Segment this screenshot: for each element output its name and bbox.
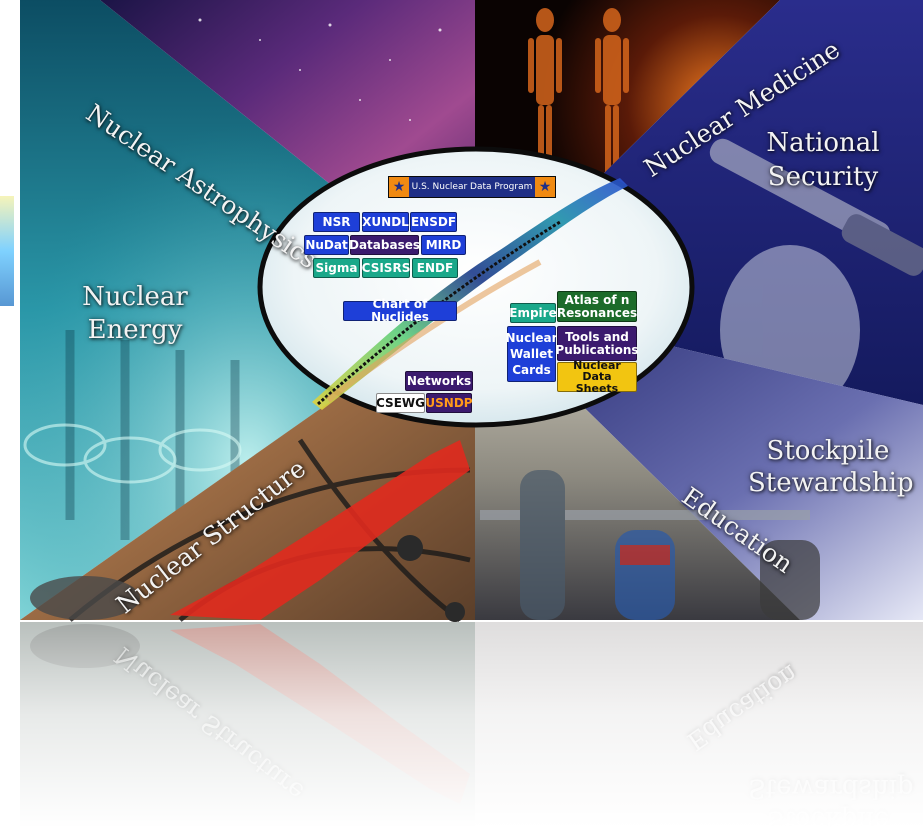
- chip-tools-and-publications[interactable]: Tools and Publications: [555, 326, 639, 361]
- star-icon: ★: [389, 177, 409, 197]
- chip-empire[interactable]: Empire: [509, 303, 557, 323]
- chip-networks[interactable]: Networks: [405, 371, 473, 391]
- chip-nuclear-wallet-cards[interactable]: Nuclear Wallet Cards: [506, 326, 557, 382]
- chip-atlas-of-n-resonances[interactable]: Atlas of n Resonances: [557, 291, 637, 322]
- chip-csisrs[interactable]: CSISRS: [362, 258, 410, 278]
- left-edge-fragment: [0, 196, 14, 306]
- chip-xundl[interactable]: XUNDL: [362, 212, 409, 232]
- sector-label-stockpile-stewardship: Stockpile Stewardship: [748, 436, 914, 498]
- chip-nsr[interactable]: NSR: [313, 212, 360, 232]
- reflection-fade: [0, 622, 923, 828]
- chip-mird[interactable]: MIRD: [421, 235, 466, 255]
- usndp-banner: ★ U.S. Nuclear Data Program ★: [388, 176, 556, 198]
- chip-nudat[interactable]: NuDat: [304, 235, 349, 255]
- chip-usndp[interactable]: USNDP: [425, 393, 473, 413]
- chip-databases[interactable]: Databases: [349, 235, 420, 255]
- chip-sigma[interactable]: Sigma: [313, 258, 360, 278]
- sector-label-national-security: National Security: [766, 128, 880, 192]
- sector-label-nuclear-energy: Nuclear Energy: [82, 282, 188, 345]
- chip-nuclear-data-sheets[interactable]: Nuclear Data Sheets: [557, 359, 637, 394]
- star-icon: ★: [535, 177, 555, 197]
- banner-title: U.S. Nuclear Data Program: [411, 182, 533, 192]
- chip-csewg[interactable]: CSEWG: [376, 393, 425, 413]
- chip-endf[interactable]: ENDF: [412, 258, 458, 278]
- chip-ensdf[interactable]: ENSDF: [410, 212, 457, 232]
- chip-chart-of-nuclides[interactable]: Chart of Nuclides: [343, 298, 457, 323]
